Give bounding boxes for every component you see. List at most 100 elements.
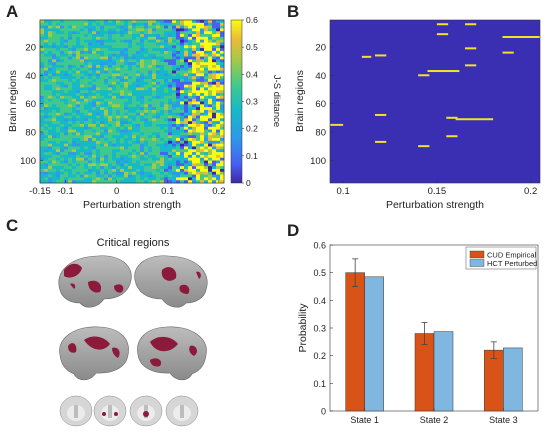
heatmap-a-cell bbox=[132, 39, 137, 43]
heatmap-a-cell bbox=[92, 174, 97, 178]
heatmap-a-cell bbox=[196, 73, 201, 77]
heatmap-a-cell bbox=[76, 50, 81, 55]
heatmap-a-cell bbox=[208, 163, 213, 167]
heatmap-a-cell bbox=[68, 129, 73, 133]
heatmap-a-cell bbox=[188, 84, 193, 88]
heatmap-a-cell bbox=[96, 129, 101, 133]
heatmap-a-cell bbox=[140, 59, 145, 63]
heatmap-a-cell bbox=[124, 146, 129, 150]
heatmap-a-cell bbox=[156, 48, 161, 52]
heatmap-a-cell bbox=[168, 45, 173, 49]
heatmap-a-cell bbox=[168, 64, 173, 69]
heatmap-a-cell bbox=[164, 56, 169, 60]
panel-label-c: C bbox=[6, 216, 19, 235]
heatmap-a-cell bbox=[132, 126, 137, 130]
heatmap-a-cell bbox=[160, 177, 165, 181]
heatmap-a-cell bbox=[96, 180, 101, 184]
heatmap-a-cell bbox=[152, 87, 157, 91]
heatmap-a-cell bbox=[124, 174, 129, 178]
heatmap-a-cell bbox=[52, 67, 57, 71]
heatmap-a-cell bbox=[64, 45, 69, 49]
heatmap-a-cell bbox=[196, 22, 201, 26]
heatmap-a-cell bbox=[120, 107, 125, 111]
heatmap-a-cell bbox=[132, 70, 137, 74]
heatmap-a-cell bbox=[52, 62, 57, 66]
heatmap-a-cell bbox=[80, 76, 85, 80]
heatmap-a-cell bbox=[64, 81, 69, 85]
heatmap-a-cell bbox=[120, 93, 125, 97]
heatmap-a-cell bbox=[176, 140, 181, 144]
heatmap-a-cell bbox=[164, 180, 169, 184]
heatmap-a-cell bbox=[88, 177, 93, 181]
heatmap-a-cell bbox=[192, 177, 197, 181]
legend-swatch-perturbed bbox=[469, 259, 485, 267]
heatmap-a-cell bbox=[220, 64, 225, 69]
heatmap-a-cell bbox=[96, 20, 101, 24]
heatmap-a-cell bbox=[192, 42, 197, 46]
heatmap-a-cell bbox=[192, 126, 197, 130]
heatmap-a-cell bbox=[84, 152, 89, 156]
heatmap-a-cell bbox=[80, 157, 85, 161]
heatmap-a-cell bbox=[76, 39, 81, 43]
heatmap-a-cell bbox=[84, 168, 89, 173]
heatmap-a-cell bbox=[188, 138, 193, 142]
heatmap-a-cell bbox=[144, 112, 149, 116]
heatmap-a-cell bbox=[164, 129, 169, 133]
heatmap-a-cell bbox=[176, 135, 181, 139]
heatmap-a-cell bbox=[116, 160, 121, 164]
heatmap-a-cell bbox=[68, 138, 73, 142]
heatmap-a-cell bbox=[84, 118, 89, 122]
heatmap-a-cell bbox=[176, 123, 181, 128]
heatmap-a-cell bbox=[172, 152, 177, 156]
heatmap-a-cell bbox=[144, 39, 149, 43]
heatmap-a-cell bbox=[152, 160, 157, 164]
heatmap-a-cell bbox=[200, 109, 205, 114]
heatmap-a-cell bbox=[100, 123, 105, 128]
heatmap-a-cell bbox=[148, 81, 153, 85]
heatmap-a-cell bbox=[204, 25, 209, 29]
heatmap-a-cell bbox=[192, 129, 197, 133]
heatmap-a-cell bbox=[196, 123, 201, 128]
heatmap-a-cell bbox=[52, 132, 57, 136]
heatmap-a-cell bbox=[104, 22, 109, 26]
heatmap-a-cell bbox=[96, 154, 101, 159]
heatmap-a-cell bbox=[176, 59, 181, 63]
heatmap-a-cell bbox=[40, 67, 45, 71]
heatmap-a-cell bbox=[100, 135, 105, 139]
heatmap-a-cell bbox=[124, 152, 129, 156]
bar-chart-y-tick-label: 0.6 bbox=[313, 241, 326, 251]
heatmap-a-cell bbox=[180, 109, 185, 114]
heatmap-a-cell bbox=[48, 70, 53, 74]
heatmap-a-cell bbox=[156, 171, 161, 175]
heatmap-a-cell bbox=[164, 84, 169, 88]
heatmap-a-cell bbox=[88, 104, 93, 108]
heatmap-a-cell bbox=[40, 149, 45, 153]
heatmap-a-cell bbox=[68, 45, 73, 49]
heatmap-a-cell bbox=[64, 115, 69, 119]
heatmap-a-cell bbox=[172, 180, 177, 184]
heatmap-a-cell bbox=[108, 146, 113, 150]
heatmap-a-cell bbox=[108, 154, 113, 159]
heatmap-a-cell bbox=[216, 121, 221, 125]
heatmap-a-cell bbox=[56, 149, 61, 153]
heatmap-a-cell bbox=[80, 112, 85, 116]
heatmap-a-cell bbox=[44, 146, 49, 150]
bar-cud-empirical bbox=[484, 349, 504, 412]
heatmap-a-cell bbox=[96, 98, 101, 102]
heatmap-a-cell bbox=[144, 34, 149, 38]
heatmap-a-cell bbox=[84, 157, 89, 161]
heatmap-a-cell bbox=[180, 154, 185, 159]
heatmap-a-cell bbox=[172, 93, 177, 97]
heatmap-a-cell bbox=[212, 67, 217, 71]
heatmap-a-cell bbox=[104, 81, 109, 85]
heatmap-a-cell bbox=[72, 168, 77, 173]
heatmap-a-cell bbox=[128, 180, 133, 184]
heatmap-a-cell bbox=[44, 64, 49, 69]
heatmap-a-cell bbox=[212, 59, 217, 63]
heatmap-a-cell bbox=[88, 45, 93, 49]
heatmap-a-cell bbox=[140, 95, 145, 99]
heatmap-a-cell bbox=[72, 93, 77, 97]
brain-medial-left bbox=[59, 326, 129, 381]
heatmap-a-cell bbox=[204, 53, 209, 57]
heatmap-a-cell bbox=[216, 95, 221, 99]
